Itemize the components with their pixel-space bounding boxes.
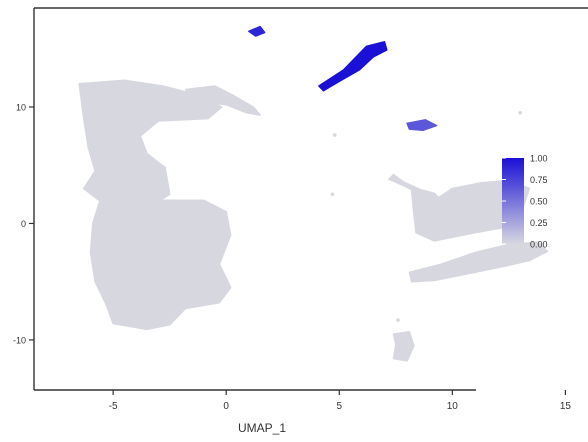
x-tick-label: 15 — [560, 401, 572, 412]
x-tick-label: -5 — [109, 401, 118, 412]
cell-point-2 — [518, 111, 522, 115]
cell-point-1 — [332, 133, 337, 137]
cluster-left-mass-lower — [89, 193, 232, 331]
x-tick-label: 0 — [223, 401, 229, 412]
y-tick-label: 10 — [16, 102, 26, 112]
cluster-top-small-cluster — [248, 25, 266, 37]
plot-area — [78, 25, 549, 362]
legend-colorbar — [502, 158, 524, 244]
x-axis-label: UMAP_1 — [238, 421, 286, 435]
legend-labels: 1.00 0.75 0.50 0.25 0.00 — [502, 154, 548, 250]
cluster-high-expression-cluster — [318, 41, 388, 92]
legend-label: 0.25 — [530, 218, 548, 228]
cell-point-3 — [330, 192, 335, 197]
legend-label: 1.00 — [530, 154, 548, 164]
cluster-right-lower-strip — [408, 241, 549, 283]
legend-label: 0.00 — [530, 240, 548, 250]
legend-label: 0.75 — [530, 175, 548, 185]
cell-point-4 — [421, 204, 425, 208]
y-tick-label: -10 — [13, 335, 26, 345]
x-tick-label: 5 — [336, 401, 342, 412]
cluster-mid-expression-cluster — [406, 119, 438, 132]
cell-point-5 — [396, 318, 400, 322]
cluster-right-arm — [388, 173, 440, 199]
cluster-left-upper-arm — [184, 85, 261, 116]
legend-label: 0.50 — [530, 197, 548, 207]
x-ticks: -5 0 5 10 15 — [109, 390, 572, 412]
cluster-bottom-small-cluster — [392, 331, 415, 362]
y-ticks: 10 0 -10 — [13, 102, 34, 345]
y-tick-label: 0 — [21, 219, 26, 229]
expression-legend: 1.00 0.75 0.50 0.25 0.00 — [502, 154, 548, 250]
x-tick-label: 10 — [447, 401, 459, 412]
